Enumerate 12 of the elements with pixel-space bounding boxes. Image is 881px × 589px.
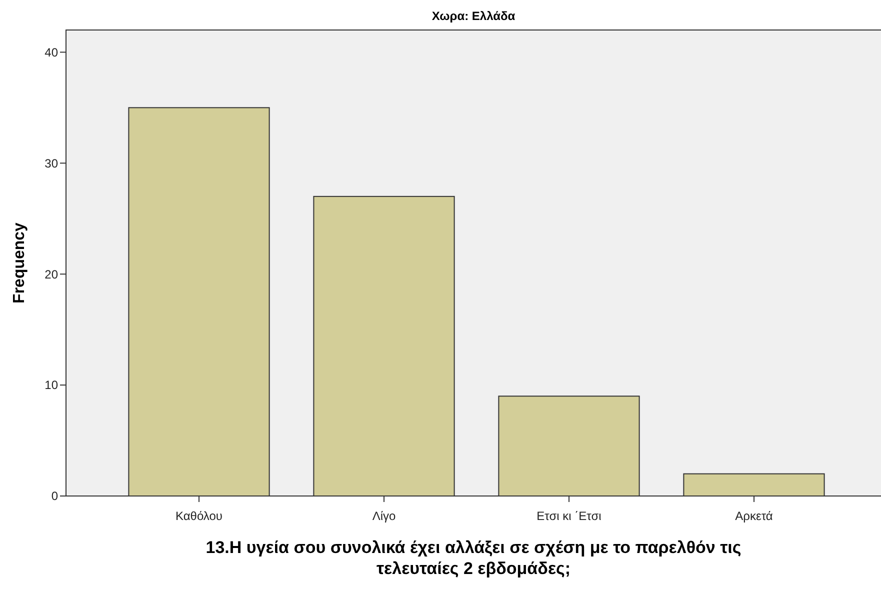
x-tick-label: Λίγο	[372, 509, 396, 523]
x-tick-label: Ετσι κι ΄Ετσι	[536, 509, 602, 523]
x-axis-title: 13.Η υγεία σου συνολικά έχει αλλάξει σε σχέση με το παρελθόν τις τελευταίες 2 εβδομάδες;	[206, 538, 742, 578]
chart-title: Χωρα: Ελλάδα	[432, 9, 516, 23]
x-tick-label: Καθόλου	[176, 509, 222, 523]
y-tick-label: 20	[44, 267, 58, 282]
y-tick-label: 0	[51, 489, 58, 504]
y-tick-label: 40	[44, 45, 58, 60]
y-tick-label: 10	[44, 378, 58, 392]
y-tick-label: 30	[44, 156, 58, 170]
y-axis-title: Frequency	[11, 222, 28, 304]
x-tick-label: Αρκετά	[735, 509, 773, 523]
